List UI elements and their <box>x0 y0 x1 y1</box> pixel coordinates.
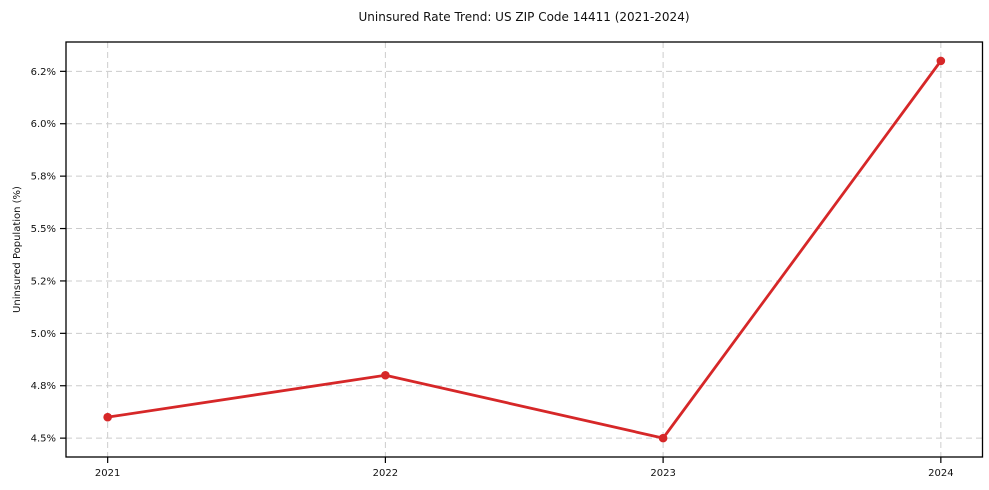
gridlines <box>66 42 983 457</box>
plot-border <box>65 41 984 458</box>
y-tick-label: 5.8% <box>31 172 56 183</box>
data-series <box>103 56 946 443</box>
data-point <box>103 412 112 422</box>
x-tick-label: 2024 <box>928 468 953 479</box>
y-tick-label: 5.2% <box>31 276 56 287</box>
y-axis-label: Uninsured Population (%) <box>12 186 23 313</box>
series-line <box>106 59 943 440</box>
y-tick-label: 5.5% <box>31 224 56 235</box>
y-tick-label: 4.5% <box>31 434 56 445</box>
x-tick-label: 2023 <box>650 468 675 479</box>
y-tick-label: 4.8% <box>31 381 56 392</box>
chart-title: Uninsured Rate Trend: US ZIP Code 14411 … <box>358 10 689 24</box>
axis-tick-marks <box>60 70 942 463</box>
axis-tick-labels: 4.5% 4.8% 5.0% 5.2% 5.5% 5.8% 6.0% 6.2% 2021 2022… <box>31 67 954 479</box>
x-tick-label: 2022 <box>373 468 398 479</box>
y-tick-label: 5.0% <box>31 329 56 340</box>
data-point <box>936 56 946 66</box>
data-point <box>658 433 668 443</box>
y-tick-label: 6.2% <box>31 67 56 78</box>
x-tick-label: 2021 <box>95 468 120 479</box>
data-point <box>381 370 390 380</box>
y-tick-label: 6.0% <box>31 119 56 130</box>
